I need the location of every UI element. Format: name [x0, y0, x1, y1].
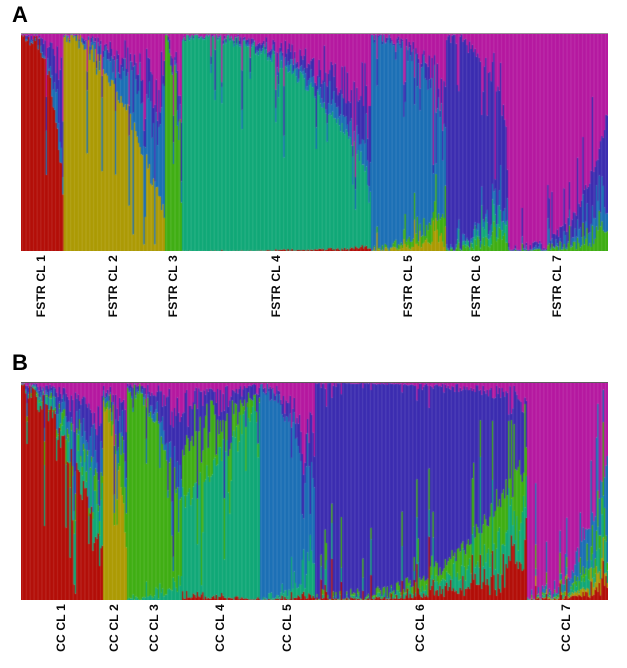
cluster-label: CC CL 4: [213, 604, 228, 652]
cluster-label: FSTR CL 1: [34, 255, 49, 318]
cluster-label: CC CL 7: [559, 604, 574, 652]
panel-b-letter: B: [12, 350, 28, 375]
cluster-label: CC CL 1: [54, 604, 68, 652]
admixture-plot-panel-b: [21, 382, 608, 600]
admixture-plot-panel-a: [21, 33, 608, 251]
cluster-label: CC CL 3: [146, 604, 161, 652]
panel-a-letter: A: [12, 2, 28, 27]
cluster-label: FSTR CL 2: [106, 255, 121, 318]
cluster-label: FSTR CL 6: [469, 255, 484, 318]
cluster-label: FSTR CL 5: [400, 255, 415, 318]
panel-b-cluster-labels: CC CL 1 CC CL 2 CC CL 3 CC CL 4 CC CL 5 CC CL…: [21, 604, 608, 668]
panel-a-cluster-labels: FSTR CL 1 FSTR CL 2 FSTR CL 3 FSTR CL 4 FSTR…: [21, 255, 608, 319]
cluster-label: CC CL 2: [107, 604, 121, 652]
cluster-label: CC CL 6: [413, 604, 427, 652]
cluster-label: FSTR CL 4: [268, 255, 283, 318]
cluster-label: FSTR CL 7: [550, 255, 565, 318]
cluster-label: FSTR CL 3: [165, 255, 180, 318]
cluster-label: CC CL 5: [279, 604, 294, 652]
